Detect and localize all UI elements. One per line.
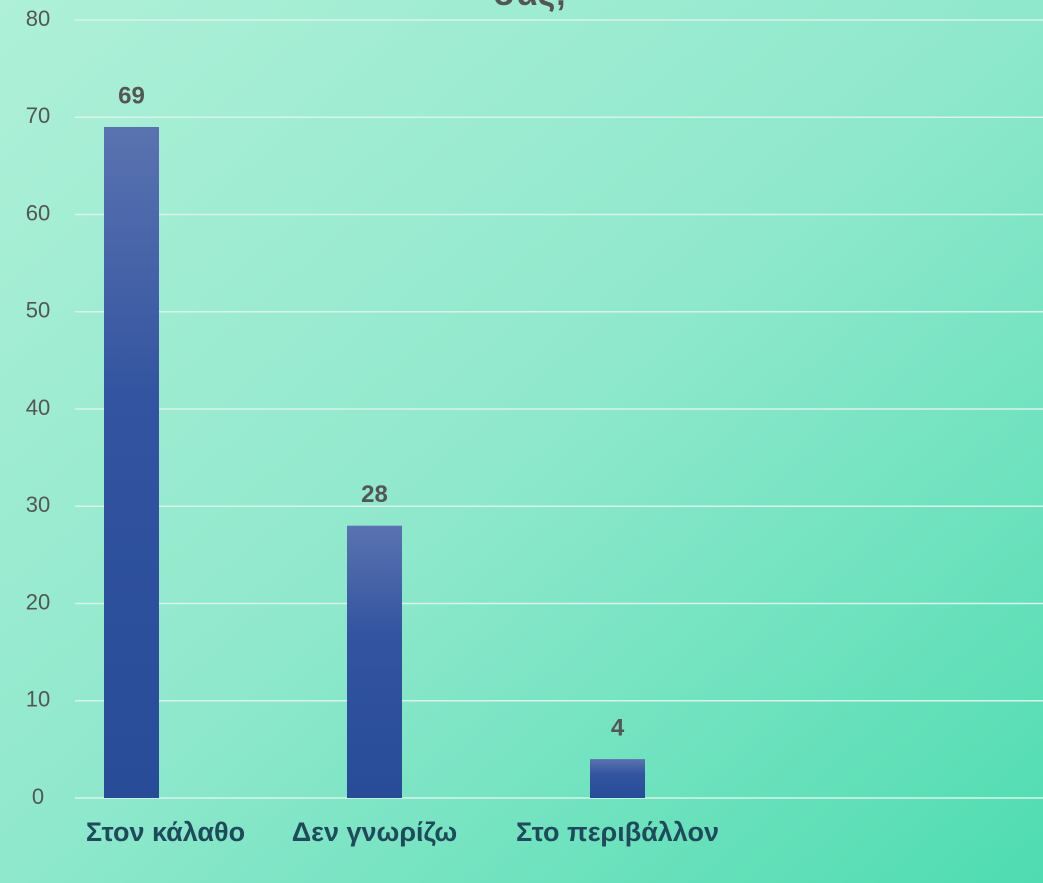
y-tick-label: 30 xyxy=(26,492,50,517)
chart-title: σας; xyxy=(493,0,566,13)
y-tick-label: 20 xyxy=(26,589,50,614)
bar xyxy=(104,126,159,799)
data-label: 69 xyxy=(118,82,145,109)
bar xyxy=(590,759,645,798)
data-label: 4 xyxy=(611,714,625,741)
data-label: 28 xyxy=(361,481,388,508)
y-tick-label: 70 xyxy=(26,103,50,128)
y-tick-label: 60 xyxy=(26,200,50,225)
x-tick-label: Στο περιβάλλον xyxy=(516,817,719,847)
x-tick-label: Στον κάλαθο xyxy=(86,817,245,847)
y-tick-label: 10 xyxy=(26,687,50,712)
y-tick-label: 50 xyxy=(26,298,50,323)
y-tick-label: 0 xyxy=(32,784,44,809)
y-tick-label: 40 xyxy=(26,395,50,420)
x-tick-label: Δεν γνωρίζω xyxy=(292,817,458,847)
bar xyxy=(347,525,402,798)
y-tick-label: 80 xyxy=(26,6,50,31)
